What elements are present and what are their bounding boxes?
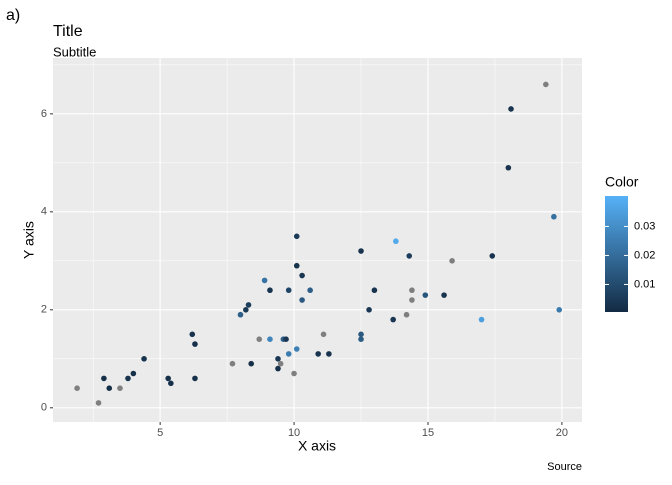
y-tick-label: 0 [41,402,47,414]
y-tick-label: 4 [41,206,47,218]
point [192,375,198,382]
point [358,248,364,254]
chart-subtitle: Subtitle [53,44,96,59]
point [285,287,292,294]
point [95,400,102,406]
point [390,316,396,323]
point [326,351,332,357]
point [315,351,321,357]
y-axis-label: Y axis [21,221,37,259]
point [489,253,496,259]
point [299,297,305,303]
point [403,311,410,318]
x-tick-label: 5 [157,427,163,439]
point [267,336,273,343]
x-tick-label: 15 [422,427,434,439]
x-tick-label: 20 [556,427,568,439]
point [261,277,268,284]
point [285,351,292,357]
point [141,356,147,362]
point [168,380,174,387]
point [192,341,198,347]
point [366,307,372,313]
point [406,253,413,259]
point [130,370,137,377]
point [371,287,378,294]
point [409,287,415,294]
point [320,331,327,338]
point [393,238,399,245]
point [101,375,107,382]
point [125,375,131,382]
colorbar-label: 0.03 [634,220,655,232]
point [106,385,113,391]
point [277,360,284,367]
point [543,81,549,88]
point [291,370,297,377]
point [551,213,557,220]
point [358,331,364,338]
point [293,346,300,352]
point [505,164,512,171]
point [478,316,485,323]
point [293,262,300,269]
point [237,311,244,318]
point [256,336,263,343]
plot-tag: a) [6,7,20,24]
point [358,336,364,343]
panel [53,58,582,422]
caption: Source [547,461,582,473]
colorbar-label: 0.02 [634,249,655,261]
point [409,297,415,303]
point [267,287,273,294]
x-axis-label: X axis [298,438,336,454]
y-tick-label: 2 [41,304,47,316]
point [449,258,455,264]
point [275,365,281,372]
point [189,331,196,338]
point [556,307,563,313]
point [165,375,171,382]
point [307,287,313,294]
point [441,292,447,298]
point [275,356,281,362]
x-tick-label: 10 [288,427,300,439]
colorbar [605,196,628,312]
point [293,233,300,240]
point [243,307,249,313]
colorbar-label: 0.01 [634,278,655,290]
point [422,292,429,298]
point [117,385,123,391]
point [508,106,514,112]
legend-title: Color [605,174,639,190]
point [74,385,80,391]
point [248,360,255,367]
point [245,302,252,308]
point [283,336,289,343]
point [229,360,236,367]
y-tick-label: 6 [41,108,47,120]
point [299,272,305,279]
chart-title: Title [53,23,83,40]
